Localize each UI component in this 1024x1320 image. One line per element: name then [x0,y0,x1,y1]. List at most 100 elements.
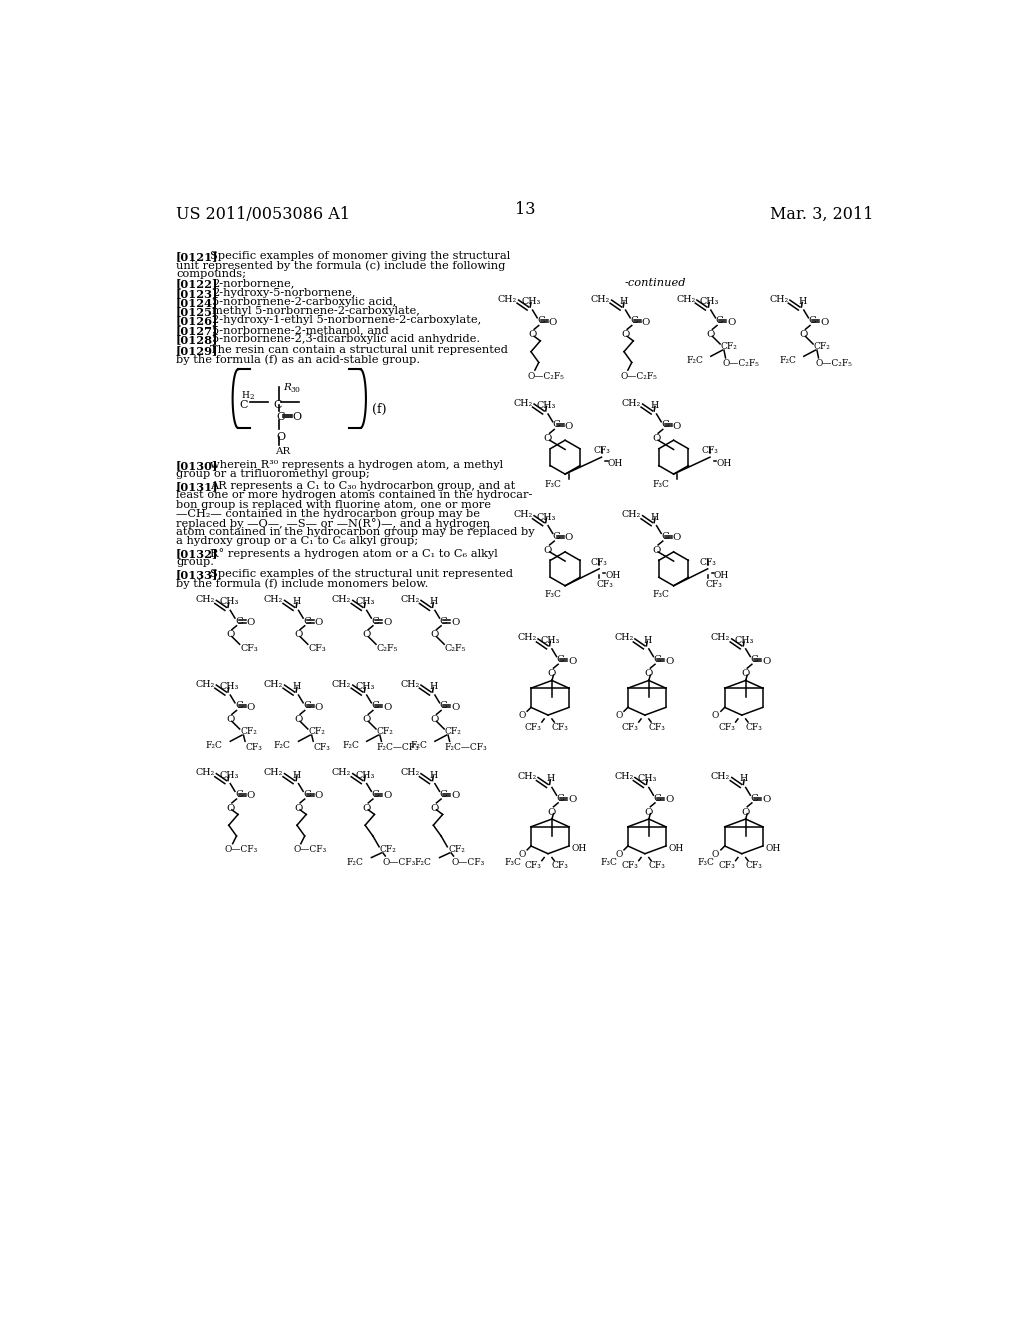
Text: group or a trifluoromethyl group;: group or a trifluoromethyl group; [176,470,370,479]
Text: unit represented by the formula (c) include the following: unit represented by the formula (c) incl… [176,260,506,271]
Text: O: O [452,618,460,627]
Text: F₂C: F₂C [415,858,432,866]
Text: CF₂: CF₂ [449,845,465,854]
Text: C: C [372,701,379,710]
Text: O: O [518,711,525,721]
Text: CF₃: CF₃ [525,723,542,731]
Text: CF₃: CF₃ [745,723,763,731]
Text: H: H [546,775,555,783]
Text: O: O [712,711,719,721]
Text: CF₃: CF₃ [525,862,542,870]
Text: CF₃: CF₃ [622,862,639,870]
Text: C: C [303,616,311,626]
Text: O: O [294,804,303,813]
Text: F₂C: F₂C [347,858,364,866]
Text: CH₃: CH₃ [638,775,657,783]
Text: [0121]: [0121] [176,251,218,261]
Text: CH₂: CH₂ [676,294,695,304]
Text: O: O [645,669,653,678]
Text: CH₂: CH₂ [517,634,537,643]
Text: least one or more hydrogen atoms contained in the hydrocar-: least one or more hydrogen atoms contain… [176,490,532,500]
Text: O: O [362,715,371,725]
Text: AR: AR [275,447,291,457]
Text: 5-norbornene-2,3-dicarboxylic acid anhydride.: 5-norbornene-2,3-dicarboxylic acid anhyd… [212,334,480,345]
Text: O: O [294,631,303,639]
Text: O: O [362,804,371,813]
Text: C: C [557,793,564,803]
Text: C: C [557,655,564,664]
Text: [0125]: [0125] [176,306,218,317]
Text: O: O [226,631,234,639]
Text: H: H [798,297,806,306]
Text: O: O [673,533,681,543]
Text: CF₃: CF₃ [649,723,666,731]
Text: C₂F₅: C₂F₅ [445,644,466,653]
Text: CH₃: CH₃ [537,401,556,411]
Text: [0123]: [0123] [176,288,218,298]
Text: C: C [234,616,243,626]
Text: H: H [651,512,659,521]
Text: O: O [568,656,577,665]
Text: CF₃: CF₃ [719,862,735,870]
Text: O: O [294,715,303,725]
Text: C: C [372,616,379,626]
Text: O—CF₃: O—CF₃ [293,845,327,854]
Text: 2-hydroxy-5-norbornene,: 2-hydroxy-5-norbornene, [212,288,355,298]
Text: F₂C: F₂C [779,356,796,366]
Text: OH: OH [716,459,731,469]
Text: H: H [620,297,628,306]
Text: F₂C: F₂C [686,356,703,366]
Text: replaced by —O—, —S— or —N(R°)—, and a hydrogen: replaced by —O—, —S— or —N(R°)—, and a h… [176,517,490,529]
Text: CH₂: CH₂ [332,768,351,777]
Text: O: O [665,795,674,804]
Text: C₂F₅: C₂F₅ [377,644,398,653]
Text: C: C [751,655,758,664]
Text: C: C [276,412,286,422]
Text: CH₂: CH₂ [711,772,730,781]
Text: C: C [439,616,447,626]
Text: C: C [653,655,662,664]
Text: C: C [439,701,447,710]
Text: CH₃: CH₃ [219,598,239,606]
Text: C: C [372,789,379,799]
Text: CH₃: CH₃ [541,636,560,644]
Text: [0129]: [0129] [176,345,218,355]
Text: CH₃: CH₃ [355,682,375,690]
Text: O: O [383,702,391,711]
Text: CH₂: CH₂ [622,399,641,408]
Text: CH₃: CH₃ [219,771,239,780]
Text: CH₂: CH₂ [614,772,633,781]
Text: CF₃: CF₃ [597,579,613,589]
Text: O: O [727,318,735,327]
Text: H: H [429,771,437,780]
Text: O—CF₃: O—CF₃ [452,858,484,866]
Text: H: H [740,775,749,783]
Text: bon group is replaced with fluorine atom, one or more: bon group is replaced with fluorine atom… [176,499,492,510]
Text: O: O [707,330,715,339]
Text: H: H [242,391,250,400]
Text: O: O [548,669,556,678]
Text: O: O [528,330,537,339]
Text: CH₂: CH₂ [400,680,420,689]
Text: CH₃: CH₃ [734,636,754,644]
Text: O—C₂F₅: O—C₂F₅ [722,359,760,368]
Text: OH: OH [607,459,623,469]
Text: H: H [643,636,651,644]
Text: CF₂: CF₂ [380,845,396,854]
Text: Mar. 3, 2011: Mar. 3, 2011 [770,206,873,223]
Text: (f): (f) [372,403,387,416]
Text: OH: OH [571,843,587,853]
Text: CH₃: CH₃ [699,297,719,306]
Text: CF₃: CF₃ [314,743,331,752]
Text: 13: 13 [514,201,536,218]
Text: O: O [645,808,653,817]
Text: CF₃: CF₃ [701,446,719,455]
Text: CH₂: CH₂ [264,680,283,689]
Text: Specific examples of the structural unit represented: Specific examples of the structural unit… [210,569,513,578]
Text: R° represents a hydrogen atom or a C₁ to C₆ alkyl: R° represents a hydrogen atom or a C₁ to… [210,548,498,558]
Text: CH₂: CH₂ [513,399,532,408]
Text: O: O [615,711,623,721]
Text: F₃C: F₃C [601,858,617,866]
Text: by the formula (f) include monomers below.: by the formula (f) include monomers belo… [176,578,428,589]
Text: CF₃: CF₃ [745,862,763,870]
